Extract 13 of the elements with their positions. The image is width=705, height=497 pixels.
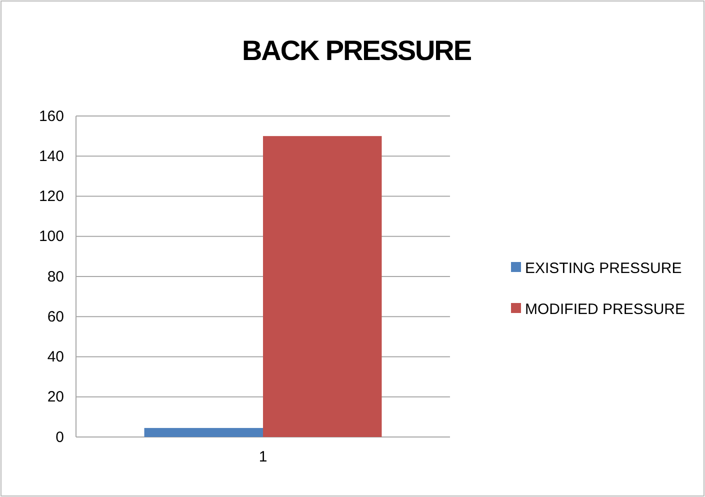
y-tick-label: 120 xyxy=(38,188,64,206)
y-tick-label: 140 xyxy=(38,148,64,165)
y-tick-label: 160 xyxy=(38,108,64,125)
y-tick-label: 100 xyxy=(38,228,64,246)
y-tick-label: 80 xyxy=(47,268,64,286)
legend-label: MODIFIED PRESSURE xyxy=(525,301,686,318)
chart-title: BACK PRESSURE xyxy=(242,35,472,66)
legend-label: EXISTING PRESSURE xyxy=(525,260,682,277)
y-tick-label: 20 xyxy=(47,388,64,406)
x-tick-label: 1 xyxy=(258,448,268,466)
y-tick-label: 40 xyxy=(47,348,64,366)
y-tick-label: 0 xyxy=(56,428,64,446)
y-tick-label: 60 xyxy=(47,308,64,326)
